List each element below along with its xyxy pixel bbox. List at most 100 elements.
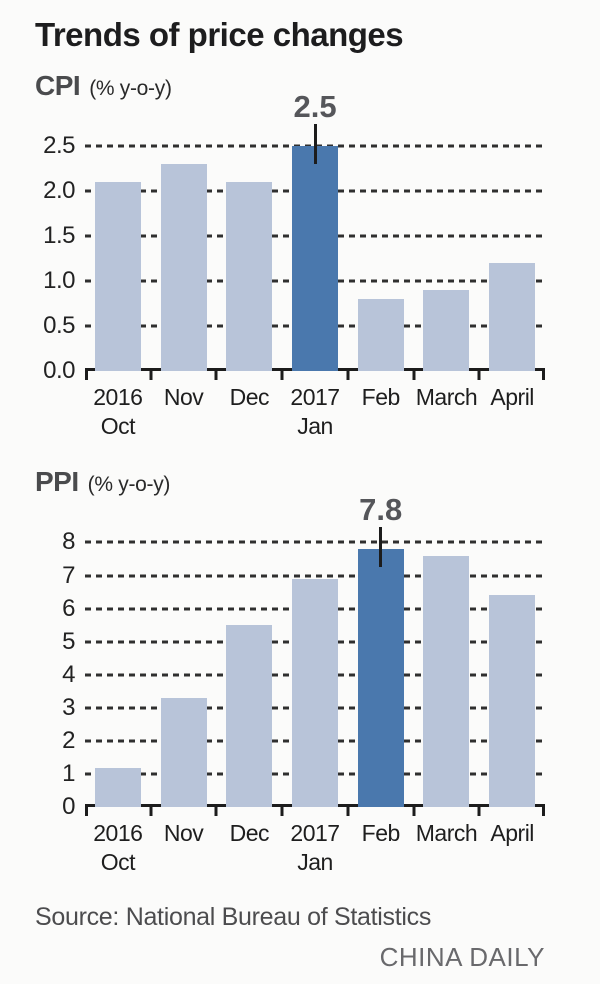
x-tick-line: Jan (297, 849, 333, 876)
x-tick-line: Dec (229, 820, 270, 847)
source-text: Source: National Bureau of Statistics (35, 902, 432, 931)
axis-tick (149, 807, 153, 817)
axis-tick (477, 370, 481, 380)
bar-nov (160, 163, 207, 371)
y-tick-label: 0.5 (43, 311, 75, 339)
bar-nov (160, 698, 207, 808)
x-tick-label: Dec (216, 819, 282, 877)
axis-tick (542, 370, 545, 380)
y-tick-label: 4 (62, 660, 75, 688)
bar-slot (216, 542, 282, 808)
x-tick-line: Feb (361, 820, 401, 847)
bar-april (489, 262, 536, 371)
bar-feb: 7.8 (357, 494, 404, 808)
gridline (85, 574, 545, 578)
x-tick-label: 2017 Jan (282, 819, 348, 877)
y-tick-label: 1.5 (43, 221, 75, 249)
y-tick-label: 2.5 (43, 131, 75, 159)
bar-2017-jan: 2.5 (292, 91, 339, 371)
axis-tick (412, 370, 416, 380)
ppi-chart: PPI (% y-o-y) 8 7 6 5 4 3 2 1 0 7.8 2016 Oct Nov De… (35, 466, 545, 877)
y-tick-label: 2.0 (43, 176, 75, 204)
cpi-chart-unit-label: (% y-o-y) (89, 76, 172, 100)
callout-value: 2.5 (293, 88, 337, 124)
gridline (85, 540, 545, 544)
x-tick-line: 2016 (93, 383, 143, 410)
callout-line (379, 527, 383, 568)
bar-slot (479, 542, 545, 808)
bar-slot (85, 542, 151, 808)
bar-slot (282, 542, 348, 808)
axis-tick (85, 807, 88, 817)
x-tick-line: April (490, 820, 534, 847)
x-tick-label: March (414, 383, 480, 441)
axis-tick (280, 807, 284, 817)
axis-tick (542, 807, 545, 817)
bar-slot (414, 542, 480, 808)
cpi-chart-header: CPI (% y-o-y) (35, 70, 545, 102)
ppi-chart-unit-label: (% y-o-y) (87, 473, 171, 497)
y-tick-label: 7 (62, 561, 75, 589)
x-tick-line: Oct (100, 412, 136, 439)
bar-slot (151, 542, 217, 808)
x-tick-line: March (415, 820, 478, 847)
y-tick-label: 1 (62, 760, 75, 788)
ppi-x-axis: 2016 Oct Nov Dec 2017 Jan Feb March April (85, 819, 545, 877)
axis-tick (346, 807, 350, 817)
y-tick-label: 0.0 (43, 356, 75, 384)
cpi-chart: CPI (% y-o-y) 2.5 2.0 1.5 1.0 0.5 0.0 2.5 201… (35, 70, 545, 441)
ppi-chart-title: PPI (35, 466, 79, 498)
callout-value: 7.8 (359, 492, 403, 528)
bar-feb (357, 298, 404, 371)
bar-slot (479, 146, 545, 371)
x-tick-label: Feb (348, 819, 414, 877)
ppi-chart-header: PPI (% y-o-y) (35, 466, 545, 498)
x-tick-line: Dec (229, 383, 270, 410)
ppi-plot-area: 7.8 (85, 494, 545, 817)
credit-text: CHINA DAILY (379, 941, 545, 972)
cpi-plot-area: 2.5 (85, 91, 545, 380)
y-tick-label: 1.0 (43, 266, 75, 294)
y-tick-label: 6 (62, 594, 75, 622)
bar-slot (85, 146, 151, 371)
ppi-plot-row: 8 7 6 5 4 3 2 1 0 7.8 (35, 494, 545, 819)
axis-tick (85, 370, 88, 380)
bar-slot (216, 146, 282, 371)
axis-tick (280, 370, 284, 380)
cpi-y-axis: 2.5 2.0 1.5 1.0 0.5 0.0 (35, 133, 85, 382)
x-tick-label: Nov (151, 383, 217, 441)
bar-slot (348, 146, 414, 371)
x-tick-line: Feb (361, 383, 401, 410)
bar-dec (226, 181, 273, 371)
x-tick-label: 2016 Oct (85, 819, 151, 877)
x-tick-label: 2017 Jan (282, 383, 348, 441)
bar-march (423, 555, 470, 808)
figure-title: Trends of price changes (35, 16, 404, 53)
axis-tick (346, 370, 350, 380)
cpi-x-axis: 2016 Oct Nov Dec 2017 Jan Feb March April (85, 383, 545, 441)
bar-slot: 7.8 (348, 494, 414, 808)
y-tick-label: 8 (62, 528, 75, 556)
x-tick-label: March (414, 819, 480, 877)
cpi-plot-row: 2.5 2.0 1.5 1.0 0.5 0.0 2.5 (35, 91, 545, 382)
bar-slot (151, 146, 217, 371)
bar-march (423, 289, 470, 371)
y-tick-label: 0 (62, 793, 75, 821)
x-tick-line: Nov (163, 820, 204, 847)
y-tick-label: 2 (62, 727, 75, 755)
x-tick-label: Dec (216, 383, 282, 441)
cpi-chart-title: CPI (35, 69, 81, 101)
axis-tick (214, 807, 218, 817)
axis-tick (477, 807, 481, 817)
axis-tick (149, 370, 153, 380)
x-tick-line: 2017 (290, 383, 340, 410)
x-tick-line: Jan (297, 412, 333, 439)
bar-april (489, 595, 536, 808)
x-tick-line: April (490, 383, 534, 410)
bar-slot: 2.5 (282, 91, 348, 371)
x-tick-line: Oct (100, 849, 136, 876)
bar-2016-oct (94, 181, 141, 371)
x-tick-line: 2017 (290, 820, 340, 847)
x-tick-line: 2016 (93, 820, 143, 847)
